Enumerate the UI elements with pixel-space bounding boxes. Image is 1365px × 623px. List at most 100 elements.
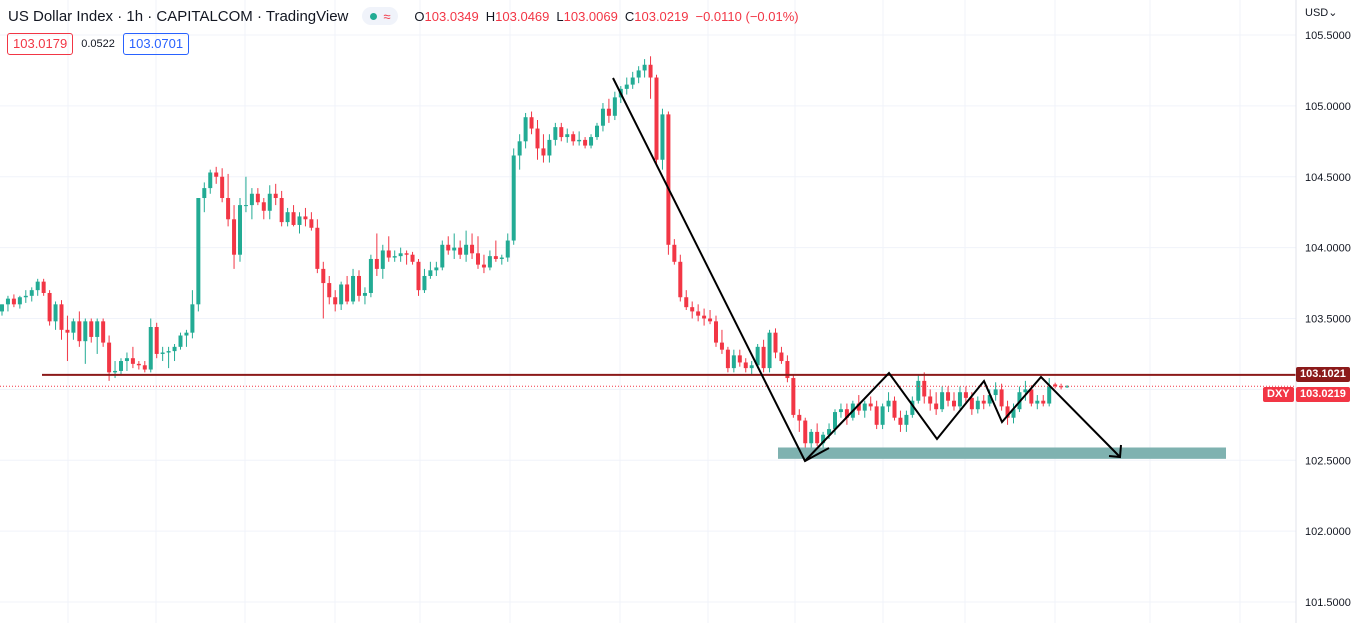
candle-body: [446, 244, 451, 251]
candle-body: [261, 202, 266, 211]
candle: [761, 339, 766, 373]
sell-price-button[interactable]: 103.0179: [7, 33, 74, 55]
candle-body: [226, 198, 231, 220]
candle-body: [553, 127, 558, 140]
candle-body: [743, 362, 748, 369]
candle-body: [785, 361, 790, 379]
candle-body: [178, 335, 183, 347]
candle: [291, 205, 296, 227]
candle: [89, 318, 94, 343]
candle: [59, 300, 64, 340]
candle: [940, 386, 945, 413]
candle-body: [59, 304, 64, 330]
candle: [83, 318, 88, 364]
candle-body: [642, 64, 647, 71]
candle-body: [107, 342, 112, 373]
candle-body: [113, 370, 118, 373]
candle: [737, 349, 742, 367]
down-trend-line[interactable]: [612, 77, 830, 463]
candle-body: [166, 351, 171, 353]
candle-body: [719, 342, 724, 350]
candle: [595, 122, 599, 140]
candle: [71, 318, 76, 340]
candle: [1005, 400, 1010, 425]
candle-body: [374, 258, 379, 269]
candle-body: [957, 392, 962, 407]
support-zone[interactable]: [778, 447, 1226, 459]
candle-body: [285, 212, 290, 223]
candle: [541, 134, 546, 163]
candle: [65, 315, 70, 362]
candle-body: [737, 355, 742, 363]
range-zigzag[interactable]: [804, 371, 1121, 462]
candle: [351, 268, 356, 305]
market-open-dot-icon: [370, 12, 378, 20]
wave-icon: ≈: [383, 8, 391, 24]
resistance-price-tag: 103.1021: [1296, 367, 1350, 383]
buy-price-button[interactable]: 103.0701: [122, 33, 190, 55]
candle: [458, 240, 463, 259]
high-value: 103.0469: [495, 8, 550, 24]
candle-body: [565, 134, 570, 138]
candle: [583, 137, 588, 149]
candle: [648, 56, 653, 99]
candle-body: [357, 275, 361, 296]
candle-body: [922, 380, 927, 397]
candle: [172, 344, 177, 362]
market-status-pill[interactable]: ≈: [362, 7, 399, 25]
candle-body: [1035, 400, 1040, 404]
symbol-tag: DXY: [1263, 387, 1294, 403]
candle: [148, 318, 153, 373]
price-axis[interactable]: 105.5000 105.0000 104.5000 104.0000 103.5000…: [1295, 0, 1351, 623]
candle-body: [214, 172, 219, 177]
candle: [571, 131, 576, 146]
candle-body: [89, 321, 94, 337]
candle-body: [797, 414, 802, 421]
candle-body: [386, 250, 391, 258]
candle: [142, 361, 147, 373]
candle-body: [892, 400, 897, 418]
candle: [321, 261, 326, 319]
candle: [535, 120, 540, 160]
candle: [41, 278, 46, 296]
candle: [880, 403, 885, 430]
candle: [1065, 385, 1070, 388]
candle-body: [95, 321, 100, 337]
candle-body: [803, 420, 808, 444]
candle: [499, 254, 504, 265]
candle-body: [684, 297, 689, 308]
candle-body: [648, 64, 653, 78]
candle: [77, 311, 82, 347]
candle-body: [791, 378, 796, 415]
candle-body: [83, 321, 88, 342]
candle: [702, 308, 707, 326]
candle: [47, 290, 52, 326]
candle: [238, 198, 242, 262]
candle-body: [422, 275, 427, 291]
candle: [470, 233, 475, 259]
candle-body: [398, 253, 403, 257]
candle-body: [303, 216, 308, 220]
candle: [642, 59, 647, 78]
drawings[interactable]: [0, 77, 1296, 463]
candle-body: [273, 193, 278, 199]
candle-body: [1005, 406, 1010, 418]
candle: [130, 346, 135, 369]
candle: [928, 389, 933, 411]
candle-body: [392, 256, 397, 258]
candle-body: [815, 431, 820, 444]
candle: [731, 349, 736, 373]
candle-body: [672, 244, 677, 262]
candle: [1023, 380, 1028, 401]
candle-body: [351, 275, 356, 302]
candle: [487, 250, 492, 271]
candle-body: [470, 244, 475, 254]
currency-selector[interactable]: USD⌄: [1305, 7, 1338, 19]
symbol-title[interactable]: US Dollar Index · 1h · CAPITALCOM · Trad…: [8, 7, 349, 25]
candle-body: [714, 321, 718, 343]
candle-body: [874, 406, 879, 425]
candle-body: [880, 406, 885, 425]
candle: [23, 290, 28, 303]
candle-body: [612, 97, 617, 116]
